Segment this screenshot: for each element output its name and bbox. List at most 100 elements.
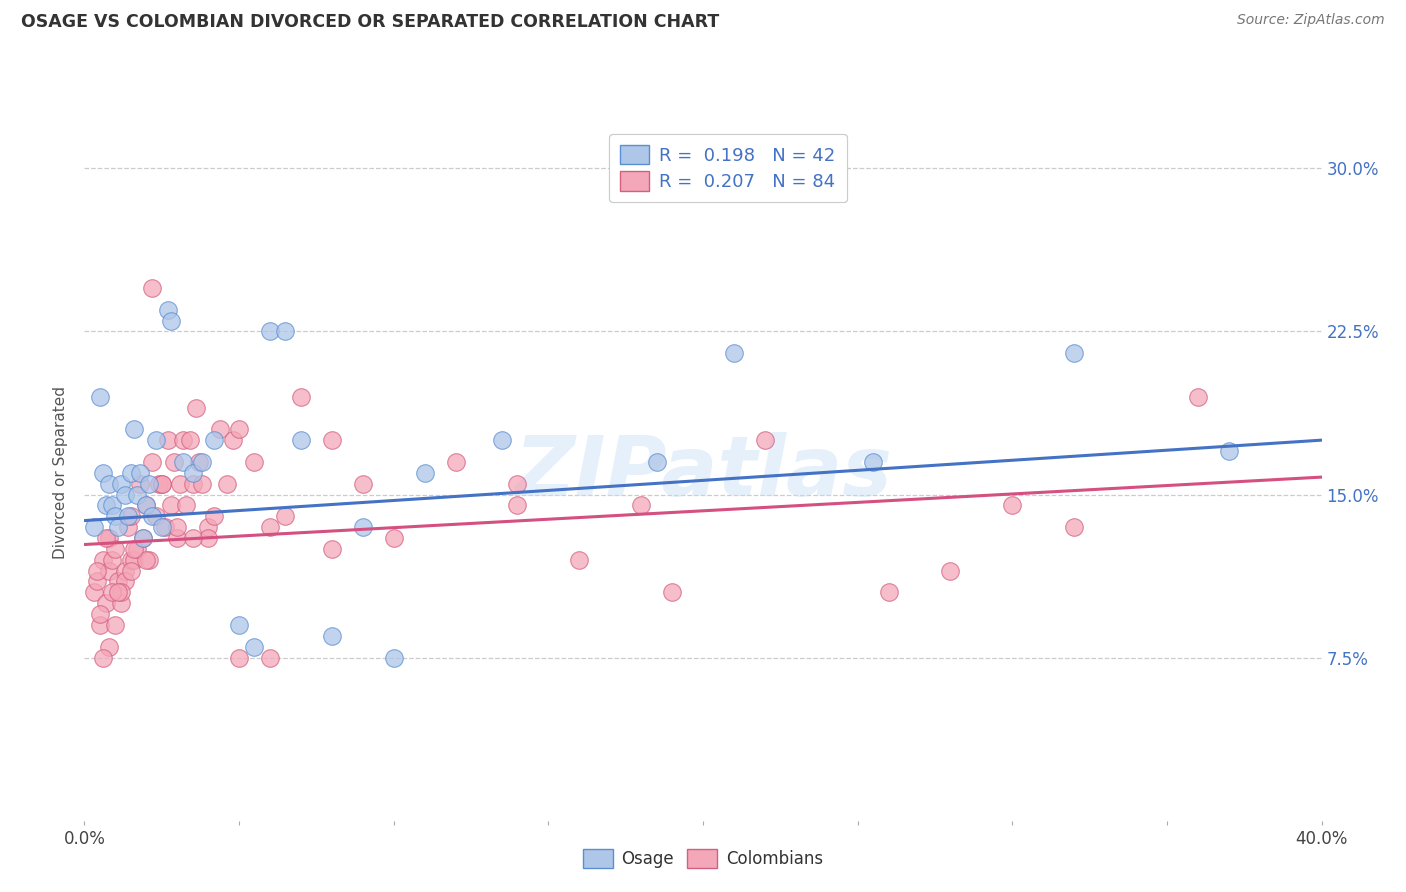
Point [243, 455, 266, 469]
Point [94, 596, 117, 610]
Point [122, 541, 145, 556]
Point [382, 650, 405, 665]
Point [107, 574, 129, 589]
Point [114, 574, 136, 589]
Point [181, 476, 204, 491]
Point [1063, 520, 1085, 534]
Point [1063, 346, 1085, 360]
Point [1001, 499, 1024, 513]
Point [150, 476, 173, 491]
Point [150, 520, 173, 534]
Point [215, 476, 238, 491]
Point [83, 520, 105, 534]
Point [352, 476, 374, 491]
Point [1187, 390, 1209, 404]
Point [145, 433, 167, 447]
Point [120, 552, 142, 567]
Point [101, 499, 124, 513]
Point [382, 531, 405, 545]
Point [160, 313, 183, 327]
Point [132, 531, 155, 545]
Point [141, 509, 163, 524]
Point [259, 325, 281, 339]
Point [94, 499, 117, 513]
Point [179, 433, 201, 447]
Text: OSAGE VS COLOMBIAN DIVORCED OR SEPARATED CORRELATION CHART: OSAGE VS COLOMBIAN DIVORCED OR SEPARATED… [21, 13, 720, 31]
Point [101, 585, 124, 599]
Point [413, 466, 436, 480]
Point [138, 476, 160, 491]
Point [107, 585, 129, 599]
Legend: R =  0.198   N = 42, R =  0.207   N = 84: R = 0.198 N = 42, R = 0.207 N = 84 [609, 134, 846, 202]
Point [83, 585, 105, 599]
Point [132, 531, 155, 545]
Point [104, 509, 127, 524]
Point [321, 433, 343, 447]
Point [222, 433, 245, 447]
Point [98, 531, 121, 545]
Point [91, 552, 114, 567]
Point [630, 499, 652, 513]
Point [114, 564, 136, 578]
Point [1218, 444, 1240, 458]
Point [181, 531, 204, 545]
Point [117, 520, 139, 534]
Point [114, 487, 136, 501]
Point [877, 585, 900, 599]
Point [259, 520, 281, 534]
Point [145, 509, 167, 524]
Point [125, 487, 148, 501]
Point [141, 281, 163, 295]
Text: Source: ZipAtlas.com: Source: ZipAtlas.com [1237, 13, 1385, 28]
Point [91, 650, 114, 665]
Point [290, 390, 312, 404]
Point [202, 509, 225, 524]
Point [110, 585, 132, 599]
Point [120, 564, 142, 578]
Point [117, 509, 139, 524]
Point [86, 574, 108, 589]
Point [148, 476, 170, 491]
Point [243, 640, 266, 654]
Point [129, 476, 152, 491]
Point [209, 422, 232, 436]
Point [191, 455, 214, 469]
Point [172, 455, 194, 469]
Point [135, 552, 157, 567]
Point [939, 564, 962, 578]
Point [166, 531, 188, 545]
Point [94, 531, 117, 545]
Point [150, 476, 173, 491]
Point [176, 499, 198, 513]
Point [723, 346, 745, 360]
Point [187, 455, 209, 469]
Y-axis label: Divorced or Separated: Divorced or Separated [53, 386, 69, 559]
Point [197, 531, 219, 545]
Point [91, 466, 114, 480]
Legend: Osage, Colombians: Osage, Colombians [576, 843, 830, 875]
Point [156, 302, 179, 317]
Point [228, 650, 250, 665]
Point [125, 541, 148, 556]
Point [156, 433, 179, 447]
Point [135, 499, 157, 513]
Point [86, 564, 108, 578]
Point [89, 390, 111, 404]
Point [104, 541, 127, 556]
Point [120, 466, 142, 480]
Point [754, 433, 776, 447]
Point [259, 650, 281, 665]
Point [110, 476, 132, 491]
Point [107, 520, 129, 534]
Point [122, 552, 145, 567]
Point [568, 552, 591, 567]
Point [444, 455, 467, 469]
Point [135, 499, 157, 513]
Point [98, 564, 121, 578]
Point [645, 455, 668, 469]
Point [163, 455, 186, 469]
Point [661, 585, 683, 599]
Point [862, 455, 884, 469]
Point [506, 476, 529, 491]
Point [197, 520, 219, 534]
